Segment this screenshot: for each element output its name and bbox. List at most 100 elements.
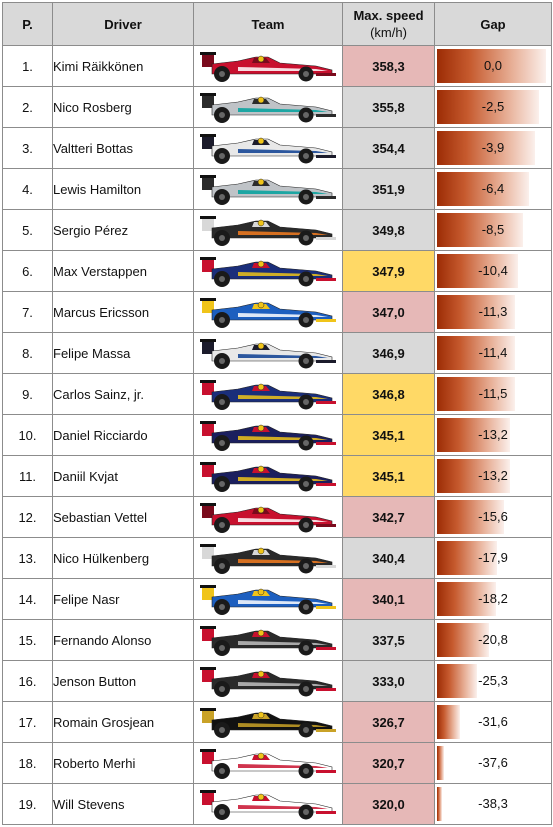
max-speed-cell: 345,1 — [342, 455, 435, 497]
sauber-car-icon — [194, 582, 342, 616]
gap-bar — [437, 49, 546, 83]
header-gap: Gap — [434, 2, 552, 46]
position-cell: 19. — [2, 783, 53, 825]
team-car-cell — [193, 783, 343, 825]
position-cell: 18. — [2, 742, 53, 784]
gap-cell: -17,9 — [434, 537, 552, 579]
max-speed-cell: 347,9 — [342, 250, 435, 292]
table-row: 15. Fernando Alonso 337,5 -20,8 — [2, 619, 552, 661]
table-row: 3. Valtteri Bottas 354,4 -3,9 — [2, 127, 552, 169]
gap-cell: -11,5 — [434, 373, 552, 415]
driver-name-cell: Sebastian Vettel — [52, 496, 194, 538]
gap-cell: -11,3 — [434, 291, 552, 333]
gap-value: -8,5 — [481, 222, 505, 237]
sauber-car-icon — [194, 295, 342, 329]
gap-bar — [437, 295, 516, 329]
gap-cell: -13,2 — [434, 414, 552, 456]
driver-name-cell: Valtteri Bottas — [52, 127, 194, 169]
gap-bar — [437, 746, 444, 780]
team-car-cell — [193, 537, 343, 579]
driver-name-cell: Max Verstappen — [52, 250, 194, 292]
position-cell: 1. — [2, 45, 53, 87]
gap-bar — [437, 254, 518, 288]
max-speed-cell: 355,8 — [342, 86, 435, 128]
ferrari-car-icon — [194, 49, 342, 83]
gap-cell: 0,0 — [434, 45, 552, 87]
team-car-cell — [193, 291, 343, 333]
team-car-cell — [193, 373, 343, 415]
team-car-cell — [193, 742, 343, 784]
gap-value: -38,3 — [478, 796, 508, 811]
position-cell: 14. — [2, 578, 53, 620]
position-cell: 5. — [2, 209, 53, 251]
gap-cell: -37,6 — [434, 742, 552, 784]
gap-value: -18,2 — [478, 591, 508, 606]
gap-bar — [437, 377, 515, 411]
table-row: 14. Felipe Nasr 340,1 -18,2 — [2, 578, 552, 620]
gap-cell: -10,4 — [434, 250, 552, 292]
team-car-cell — [193, 209, 343, 251]
table-row: 5. Sergio Pérez 349,8 -8,5 — [2, 209, 552, 251]
gap-cell: -25,3 — [434, 660, 552, 702]
gap-value: 0,0 — [483, 58, 503, 73]
table-row: 2. Nico Rosberg 355,8 -2,5 — [2, 86, 552, 128]
gap-value: -6,4 — [481, 181, 505, 196]
williams-car-icon — [194, 336, 342, 370]
toro-rosso-car-icon — [194, 377, 342, 411]
team-car-cell — [193, 619, 343, 661]
gap-bar — [437, 582, 497, 616]
gap-bar — [437, 500, 504, 534]
table-row: 17. Romain Grosjean 326,7 -31,6 — [2, 701, 552, 743]
manor-car-icon — [194, 787, 342, 821]
team-car-cell — [193, 332, 343, 374]
gap-bar — [437, 623, 490, 657]
position-cell: 8. — [2, 332, 53, 374]
gap-value: -11,3 — [478, 304, 508, 319]
position-cell: 6. — [2, 250, 53, 292]
gap-bar — [437, 541, 498, 575]
gap-value: -31,6 — [478, 714, 508, 729]
gap-bar — [437, 787, 442, 821]
position-cell: 15. — [2, 619, 53, 661]
driver-name-cell: Nico Rosberg — [52, 86, 194, 128]
gap-value: -20,8 — [478, 632, 508, 647]
driver-name-cell: Lewis Hamilton — [52, 168, 194, 210]
gap-bar — [437, 336, 515, 370]
driver-name-cell: Romain Grosjean — [52, 701, 194, 743]
max-speed-cell: 358,3 — [342, 45, 435, 87]
driver-name-cell: Felipe Nasr — [52, 578, 194, 620]
position-cell: 10. — [2, 414, 53, 456]
max-speed-cell: 349,8 — [342, 209, 435, 251]
table-row: 16. Jenson Button 333,0 -25,3 — [2, 660, 552, 702]
gap-bar — [437, 213, 523, 247]
max-speed-cell: 320,7 — [342, 742, 435, 784]
max-speed-cell: 326,7 — [342, 701, 435, 743]
position-cell: 17. — [2, 701, 53, 743]
position-cell: 11. — [2, 455, 53, 497]
gap-bar — [437, 418, 510, 452]
gap-bar — [437, 664, 478, 698]
manor-car-icon — [194, 746, 342, 780]
position-cell: 4. — [2, 168, 53, 210]
position-cell: 13. — [2, 537, 53, 579]
driver-name-cell: Felipe Massa — [52, 332, 194, 374]
position-cell: 3. — [2, 127, 53, 169]
driver-name-cell: Carlos Sainz, jr. — [52, 373, 194, 415]
position-cell: 2. — [2, 86, 53, 128]
max-speed-cell: 346,9 — [342, 332, 435, 374]
team-car-cell — [193, 86, 343, 128]
mclaren-car-icon — [194, 664, 342, 698]
gap-bar — [437, 459, 510, 493]
mclaren-car-icon — [194, 623, 342, 657]
team-car-cell — [193, 250, 343, 292]
table-row: 11. Daniil Kvjat 345,1 -13,2 — [2, 455, 552, 497]
table-row: 8. Felipe Massa 346,9 -11,4 — [2, 332, 552, 374]
gap-value: -15,6 — [478, 509, 508, 524]
gap-cell: -6,4 — [434, 168, 552, 210]
max-speed-cell: 345,1 — [342, 414, 435, 456]
gap-value: -2,5 — [481, 99, 505, 114]
position-cell: 7. — [2, 291, 53, 333]
position-cell: 9. — [2, 373, 53, 415]
mercedes-car-icon — [194, 90, 342, 124]
